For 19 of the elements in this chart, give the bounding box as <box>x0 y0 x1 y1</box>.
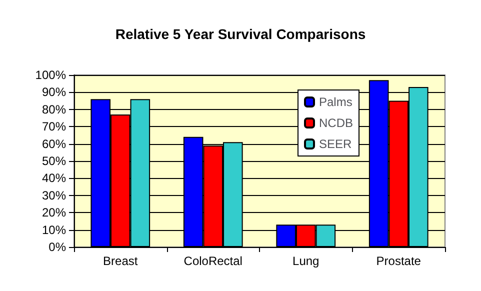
y-tick-label: 0% <box>48 240 66 254</box>
legend-label: Palms <box>319 95 352 109</box>
x-tick-label: Prostate <box>376 254 422 268</box>
x-tick-label: Lung <box>292 254 320 268</box>
y-tick-label: 50% <box>42 154 66 168</box>
y-tick-label: 60% <box>42 136 66 151</box>
x-tick-label: Breast <box>103 254 138 268</box>
y-tick-label: 100% <box>35 68 66 82</box>
y-tick-label: 20% <box>42 206 66 220</box>
y-tick-label: 10% <box>42 222 66 237</box>
legend-label: NCDB <box>319 116 354 130</box>
x-tick-label: ColoRectal <box>184 254 242 268</box>
y-tick-label: 40% <box>42 171 66 186</box>
y-tick-label: 70% <box>42 120 66 134</box>
chart-title: Relative 5 Year Survival Comparisons <box>115 26 366 42</box>
legend-label: SEER <box>319 137 352 151</box>
y-tick-label: 80% <box>42 102 66 116</box>
y-tick-label: 90% <box>42 85 66 100</box>
y-tick-label: 30% <box>42 188 66 202</box>
